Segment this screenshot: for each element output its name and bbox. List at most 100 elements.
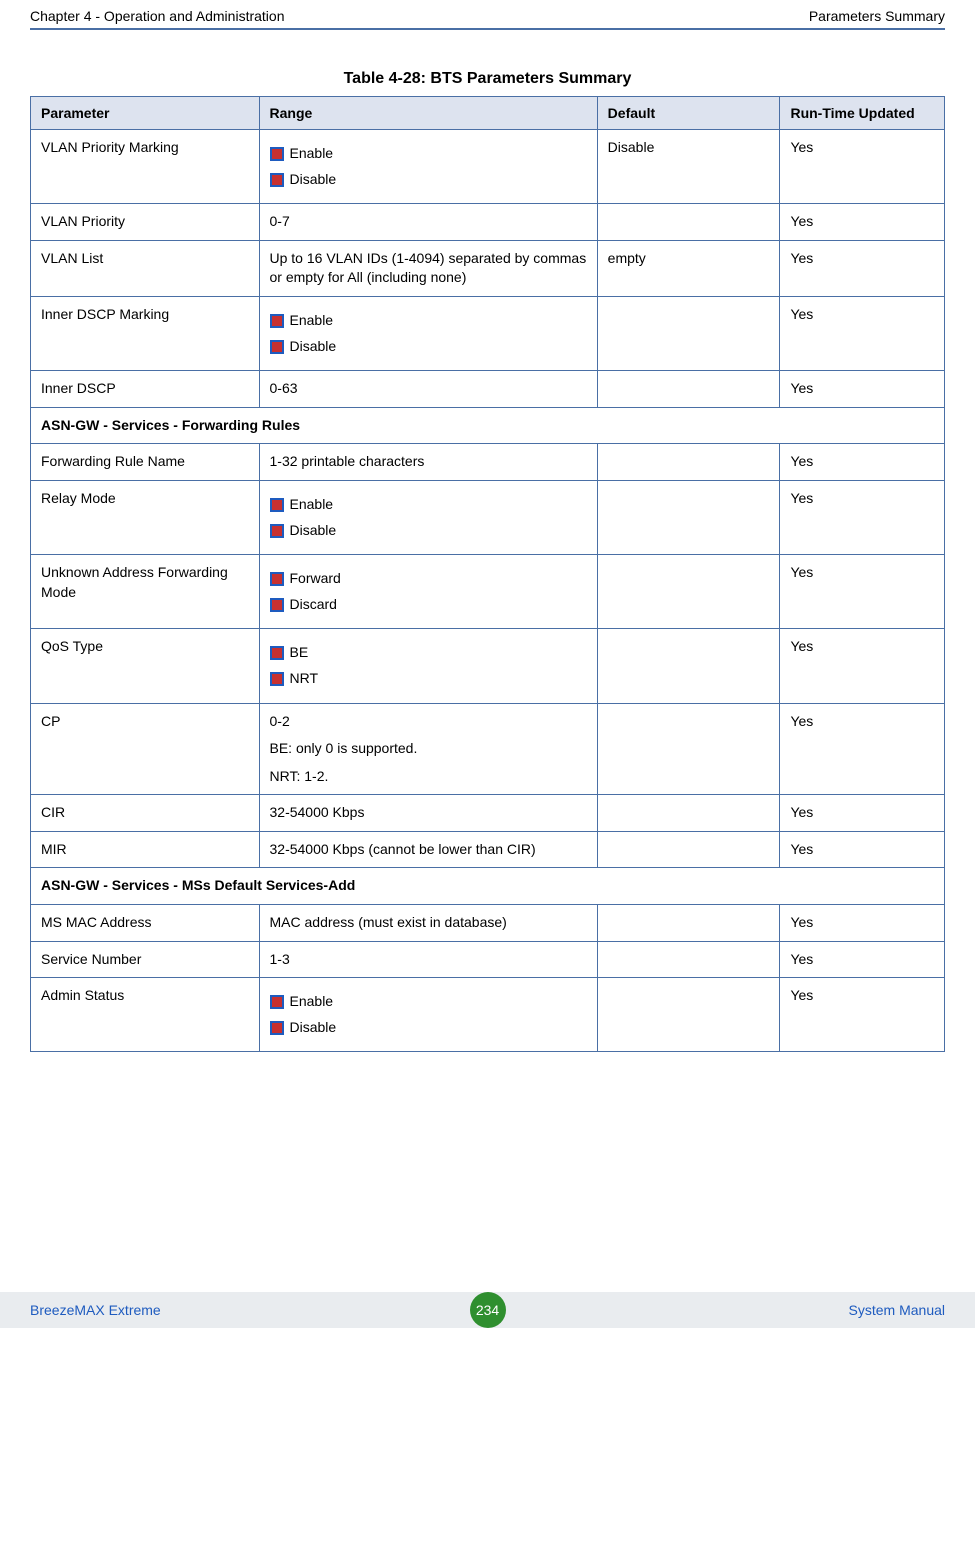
cell-range: Enable Disable [259, 296, 597, 370]
cell-param: Inner DSCP Marking [31, 296, 260, 370]
table-row: Service Number 1-3 Yes [31, 941, 945, 978]
option-item: Disable [270, 521, 587, 541]
option-item: Enable [270, 144, 587, 164]
cell-param: VLAN List [31, 240, 260, 296]
cell-runtime: Yes [780, 941, 945, 978]
cell-default [597, 831, 780, 868]
cell-default [597, 555, 780, 629]
cell-runtime: Yes [780, 978, 945, 1052]
option-item: Enable [270, 992, 587, 1012]
table-row: MIR 32-54000 Kbps (cannot be lower than … [31, 831, 945, 868]
page-footer: BreezeMAX Extreme 234 System Manual [0, 1292, 975, 1328]
cell-range: Enable Disable [259, 480, 597, 554]
table-row: VLAN Priority Marking Enable Disable Dis… [31, 130, 945, 204]
cell-range: 0-2 BE: only 0 is supported. NRT: 1-2. [259, 703, 597, 795]
option-item: Discard [270, 595, 587, 615]
option-item: Forward [270, 569, 587, 589]
option-item: BE [270, 643, 587, 663]
cell-range: 0-7 [259, 204, 597, 241]
section-row: ASN-GW - Services - Forwarding Rules [31, 407, 945, 444]
cell-param: VLAN Priority [31, 204, 260, 241]
range-line: 0-2 [270, 712, 587, 732]
cell-runtime: Yes [780, 629, 945, 703]
table-row: QoS Type BE NRT Yes [31, 629, 945, 703]
cell-range: 0-63 [259, 371, 597, 408]
cell-default: Disable [597, 130, 780, 204]
cell-runtime: Yes [780, 795, 945, 832]
footer-right: System Manual [849, 1302, 945, 1318]
cell-runtime: Yes [780, 296, 945, 370]
cell-default [597, 371, 780, 408]
cell-default [597, 905, 780, 942]
cell-param: Unknown Address Forwarding Mode [31, 555, 260, 629]
cell-range: Up to 16 VLAN IDs (1-4094) separated by … [259, 240, 597, 296]
cell-param: Admin Status [31, 978, 260, 1052]
table-row: Admin Status Enable Disable Yes [31, 978, 945, 1052]
option-item: Disable [270, 170, 587, 190]
cell-range: MAC address (must exist in database) [259, 905, 597, 942]
option-item: Enable [270, 311, 587, 331]
header-right: Parameters Summary [809, 8, 945, 24]
col-runtime: Run-Time Updated [780, 97, 945, 130]
table-row: VLAN Priority 0-7 Yes [31, 204, 945, 241]
cell-default [597, 795, 780, 832]
footer-left: BreezeMAX Extreme [30, 1302, 161, 1318]
cell-range: 1-3 [259, 941, 597, 978]
option-item: Disable [270, 1018, 587, 1038]
table-row: Forwarding Rule Name 1-32 printable char… [31, 444, 945, 481]
cell-param: QoS Type [31, 629, 260, 703]
table-row: MS MAC Address MAC address (must exist i… [31, 905, 945, 942]
header-rule [30, 28, 945, 30]
cell-range: Enable Disable [259, 130, 597, 204]
table-header-row: Parameter Range Default Run-Time Updated [31, 97, 945, 130]
cell-default [597, 444, 780, 481]
cell-param: VLAN Priority Marking [31, 130, 260, 204]
table-caption: Table 4-28: BTS Parameters Summary [30, 70, 945, 88]
table-row: Inner DSCP 0-63 Yes [31, 371, 945, 408]
cell-param: Forwarding Rule Name [31, 444, 260, 481]
table-row: CP 0-2 BE: only 0 is supported. NRT: 1-2… [31, 703, 945, 795]
cell-runtime: Yes [780, 555, 945, 629]
cell-runtime: Yes [780, 204, 945, 241]
table-row: Unknown Address Forwarding Mode Forward … [31, 555, 945, 629]
cell-default [597, 978, 780, 1052]
table-row: Relay Mode Enable Disable Yes [31, 480, 945, 554]
cell-range: Enable Disable [259, 978, 597, 1052]
cell-runtime: Yes [780, 703, 945, 795]
page-header: Chapter 4 - Operation and Administration… [30, 0, 945, 28]
section-row: ASN-GW - Services - MSs Default Services… [31, 868, 945, 905]
cell-runtime: Yes [780, 444, 945, 481]
cell-runtime: Yes [780, 831, 945, 868]
cell-default: empty [597, 240, 780, 296]
cell-range: 32-54000 Kbps [259, 795, 597, 832]
cell-runtime: Yes [780, 371, 945, 408]
section-title: ASN-GW - Services - Forwarding Rules [31, 407, 945, 444]
parameters-table: Parameter Range Default Run-Time Updated… [30, 96, 945, 1052]
col-parameter: Parameter [31, 97, 260, 130]
header-left: Chapter 4 - Operation and Administration [30, 8, 284, 24]
cell-param: Inner DSCP [31, 371, 260, 408]
table-row: CIR 32-54000 Kbps Yes [31, 795, 945, 832]
page-number-badge: 234 [470, 1292, 506, 1328]
cell-default [597, 296, 780, 370]
cell-param: CP [31, 703, 260, 795]
cell-range: 1-32 printable characters [259, 444, 597, 481]
option-item: NRT [270, 669, 587, 689]
cell-param: CIR [31, 795, 260, 832]
cell-default [597, 480, 780, 554]
option-item: Enable [270, 495, 587, 515]
range-line: BE: only 0 is supported. [270, 739, 587, 759]
cell-runtime: Yes [780, 240, 945, 296]
cell-param: MS MAC Address [31, 905, 260, 942]
col-default: Default [597, 97, 780, 130]
cell-param: Service Number [31, 941, 260, 978]
cell-default [597, 629, 780, 703]
cell-runtime: Yes [780, 480, 945, 554]
table-row: VLAN List Up to 16 VLAN IDs (1-4094) sep… [31, 240, 945, 296]
col-range: Range [259, 97, 597, 130]
cell-param: MIR [31, 831, 260, 868]
cell-default [597, 204, 780, 241]
table-row: Inner DSCP Marking Enable Disable Yes [31, 296, 945, 370]
range-line: NRT: 1-2. [270, 767, 587, 787]
cell-runtime: Yes [780, 905, 945, 942]
